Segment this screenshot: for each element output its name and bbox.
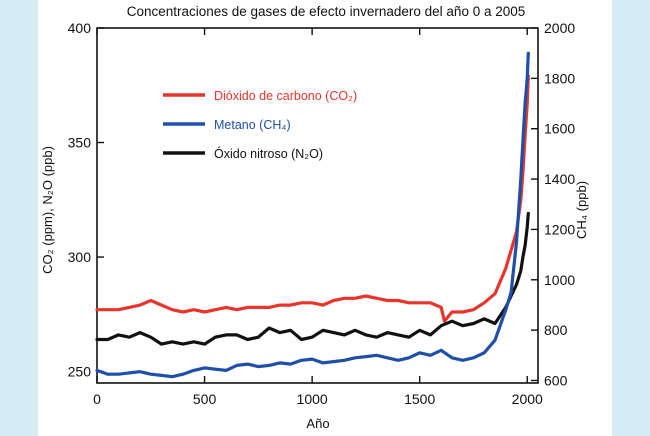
- y-left-tick-label: 300: [68, 249, 92, 265]
- y-right-tick-label: 1600: [544, 121, 575, 137]
- x-tick-label: 1000: [297, 391, 328, 407]
- y-left-tick-label: 350: [68, 135, 92, 151]
- x-tick-label: 2000: [512, 391, 543, 407]
- y-left-tick-label: 400: [68, 20, 92, 36]
- plot-area-border: [96, 27, 539, 384]
- y-axis-right-label: CH₄ (ppb): [574, 181, 589, 239]
- y-right-tick-label: 1000: [544, 272, 575, 288]
- x-tick-label: 1500: [404, 391, 435, 407]
- y-right-tick-label: 800: [544, 322, 568, 338]
- y-right-tick-label: 1200: [544, 221, 575, 237]
- x-axis-label: Año: [306, 416, 329, 431]
- x-tick-label: 0: [93, 391, 101, 407]
- series-line-2: [95, 211, 530, 346]
- y-right-tick-label: 1800: [544, 70, 575, 86]
- y-right-tick-label: 2000: [544, 20, 575, 36]
- x-tick-label: 500: [193, 391, 217, 407]
- y-axis-left-label: CO₂ (ppm), N₂O (ppb): [40, 146, 55, 274]
- legend-label-2: Óxido nitroso (N₂O): [214, 146, 323, 161]
- legend-label-0: Dióxido de carbono (CO₂): [214, 89, 357, 103]
- chart-title: Concentraciones de gases de efecto inver…: [127, 4, 526, 19]
- series-line-1: [95, 51, 530, 379]
- series-line-0: [95, 74, 530, 323]
- y-left-tick-label: 250: [68, 364, 92, 380]
- y-right-tick-label: 600: [544, 372, 568, 388]
- y-right-tick-label: 1400: [544, 171, 575, 187]
- legend-label-1: Metano (CH₄): [214, 118, 291, 132]
